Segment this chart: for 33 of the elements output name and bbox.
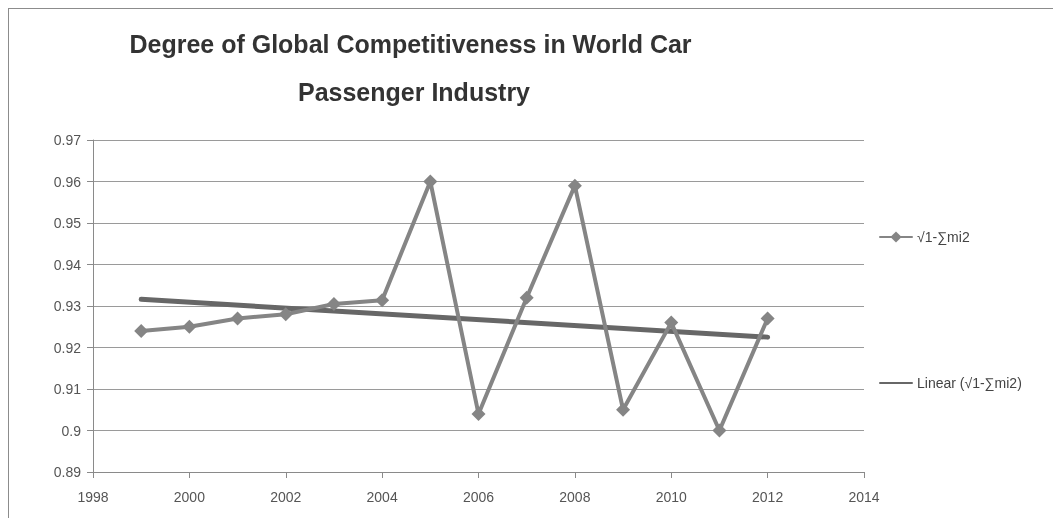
x-tick-label: 2008 [559, 489, 591, 505]
y-tick-label: 0.9 [61, 422, 82, 439]
y-tick-label: 0.97 [53, 132, 82, 148]
y-tick-label: 0.93 [53, 298, 82, 314]
y-tick-label: 0.91 [53, 381, 82, 397]
y-tick-label: 0.94 [53, 256, 82, 273]
point [664, 315, 679, 330]
point [616, 402, 631, 417]
x-tick-label: 2006 [462, 489, 495, 505]
y-tick-label: 0.95 [53, 215, 82, 231]
x-tick-label: 1998 [77, 489, 109, 505]
point [182, 319, 197, 334]
x-tick-label: 2002 [270, 489, 302, 505]
legend-label: √1-∑mi2 [917, 229, 970, 245]
x-tick-label: 2010 [655, 489, 688, 505]
x-tick-label: 2000 [173, 489, 206, 505]
y-tick-label: 0.96 [53, 173, 82, 190]
point [375, 293, 390, 308]
point [712, 423, 727, 438]
x-tick-label: 2004 [366, 489, 398, 505]
point [134, 323, 149, 338]
chart-title: Degree of Global Competitiveness in World Car Passenger Industry [129, 30, 699, 106]
y-tick-label: 0.89 [53, 464, 82, 480]
point [278, 307, 293, 322]
x-tick-label: 2012 [752, 489, 784, 505]
point [230, 311, 245, 326]
point [567, 178, 582, 193]
point [519, 290, 534, 305]
point [326, 296, 341, 311]
point [760, 311, 775, 326]
legend-label: Linear (√1-∑mi2) [917, 375, 1022, 392]
y-tick-label: 0.92 [53, 339, 82, 356]
x-tick-label: 2014 [848, 489, 880, 505]
